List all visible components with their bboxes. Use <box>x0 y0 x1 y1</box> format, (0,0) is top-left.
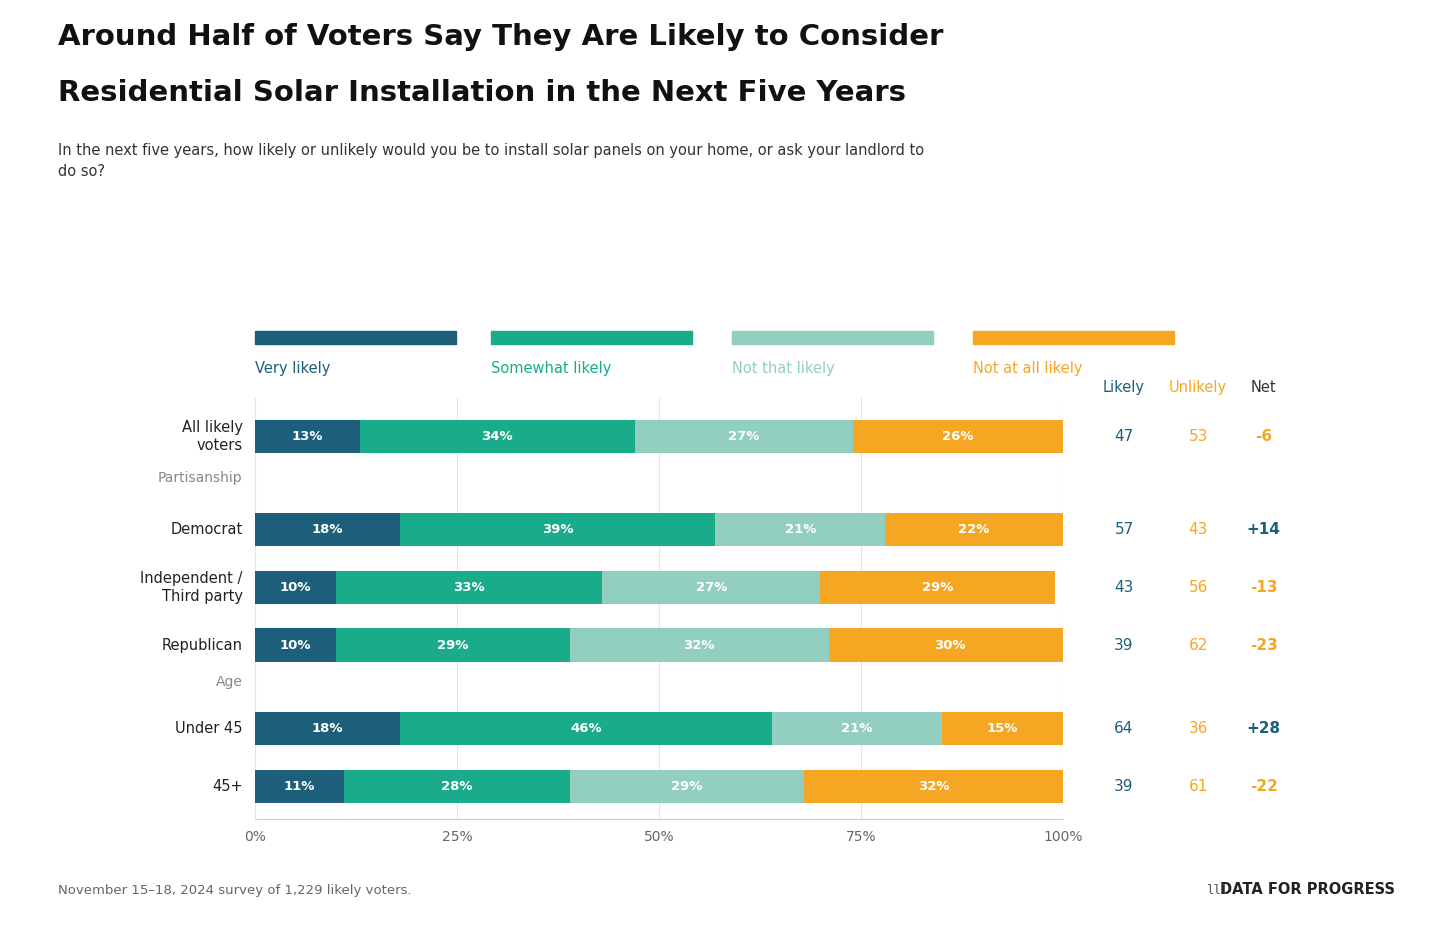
Bar <box>715 512 885 546</box>
Text: 29%: 29% <box>922 581 954 594</box>
Text: 18%: 18% <box>312 523 344 536</box>
Text: 32%: 32% <box>917 780 949 793</box>
Text: Not that likely: Not that likely <box>732 361 836 376</box>
Bar <box>360 420 635 453</box>
Bar <box>255 770 344 803</box>
Text: 11%: 11% <box>284 780 314 793</box>
Bar <box>255 628 335 662</box>
Bar <box>942 712 1063 746</box>
Text: 47: 47 <box>1114 429 1134 444</box>
Text: Democrat: Democrat <box>170 522 243 537</box>
Text: 27%: 27% <box>696 581 727 594</box>
Text: 10%: 10% <box>280 638 312 651</box>
Text: 15%: 15% <box>987 722 1018 735</box>
Text: 46%: 46% <box>571 722 601 735</box>
Text: -13: -13 <box>1251 580 1277 595</box>
Text: 39%: 39% <box>542 523 574 536</box>
Text: 29%: 29% <box>437 638 469 651</box>
Text: 53: 53 <box>1188 429 1208 444</box>
Text: 39: 39 <box>1114 779 1134 794</box>
Bar <box>603 571 821 604</box>
Text: 26%: 26% <box>942 430 974 443</box>
Text: 56: 56 <box>1188 580 1208 595</box>
Text: Very likely: Very likely <box>255 361 331 376</box>
Text: 32%: 32% <box>683 638 715 651</box>
Text: 30%: 30% <box>933 638 965 651</box>
Text: +28: +28 <box>1246 722 1281 736</box>
Text: +14: +14 <box>1246 522 1281 537</box>
Bar <box>335 628 569 662</box>
Bar <box>255 571 335 604</box>
Text: Somewhat likely: Somewhat likely <box>491 361 612 376</box>
Text: 18%: 18% <box>312 722 344 735</box>
Text: Likely: Likely <box>1104 379 1144 395</box>
Bar <box>569 770 804 803</box>
Text: Under 45: Under 45 <box>175 722 243 736</box>
Bar <box>400 512 715 546</box>
Text: November 15–18, 2024 survey of 1,229 likely voters.: November 15–18, 2024 survey of 1,229 lik… <box>58 884 412 897</box>
Bar <box>569 628 828 662</box>
Text: Age: Age <box>215 674 243 689</box>
Text: Residential Solar Installation in the Next Five Years: Residential Solar Installation in the Ne… <box>58 79 906 106</box>
Bar <box>400 712 772 746</box>
Text: Not at all likely: Not at all likely <box>973 361 1082 376</box>
Text: -22: -22 <box>1249 779 1278 794</box>
Text: Partisanship: Partisanship <box>159 471 243 485</box>
Text: 57: 57 <box>1114 522 1134 537</box>
Text: 39: 39 <box>1114 637 1134 653</box>
Text: All likely
voters: All likely voters <box>182 420 243 452</box>
Text: -6: -6 <box>1255 429 1273 444</box>
Text: 27%: 27% <box>728 430 760 443</box>
Text: Net: Net <box>1251 379 1277 395</box>
Bar <box>804 770 1063 803</box>
Text: 21%: 21% <box>785 523 815 536</box>
Text: 64: 64 <box>1114 722 1134 736</box>
Bar <box>821 571 1054 604</box>
Text: Republican: Republican <box>162 637 243 653</box>
Text: 62: 62 <box>1188 637 1208 653</box>
Bar <box>772 712 942 746</box>
Bar <box>255 512 400 546</box>
Text: 34%: 34% <box>482 430 513 443</box>
Text: 43: 43 <box>1188 522 1208 537</box>
Bar <box>344 770 569 803</box>
Text: 43: 43 <box>1114 580 1134 595</box>
Text: -23: -23 <box>1249 637 1278 653</box>
Text: Around Half of Voters Say They Are Likely to Consider: Around Half of Voters Say They Are Likel… <box>58 23 943 51</box>
Text: 61: 61 <box>1188 779 1208 794</box>
Text: Unlikely: Unlikely <box>1169 379 1227 395</box>
Text: 28%: 28% <box>441 780 473 793</box>
Bar <box>885 512 1063 546</box>
Text: 13%: 13% <box>291 430 323 443</box>
Text: 36: 36 <box>1188 722 1208 736</box>
Text: 10%: 10% <box>280 581 312 594</box>
Text: lll: lll <box>1206 884 1227 897</box>
Bar <box>853 420 1063 453</box>
Bar <box>828 628 1072 662</box>
Text: 29%: 29% <box>671 780 703 793</box>
Text: Independent /
Third party: Independent / Third party <box>140 571 243 603</box>
Bar <box>335 571 603 604</box>
Text: In the next five years, how likely or unlikely would you be to install solar pan: In the next five years, how likely or un… <box>58 143 925 179</box>
Text: 33%: 33% <box>453 581 485 594</box>
Text: DATA FOR PROGRESS: DATA FOR PROGRESS <box>1220 882 1395 897</box>
Bar <box>635 420 853 453</box>
Text: 21%: 21% <box>842 722 872 735</box>
Bar <box>255 420 360 453</box>
Text: 22%: 22% <box>958 523 990 536</box>
Text: 45+: 45+ <box>213 779 243 794</box>
Bar <box>255 712 400 746</box>
